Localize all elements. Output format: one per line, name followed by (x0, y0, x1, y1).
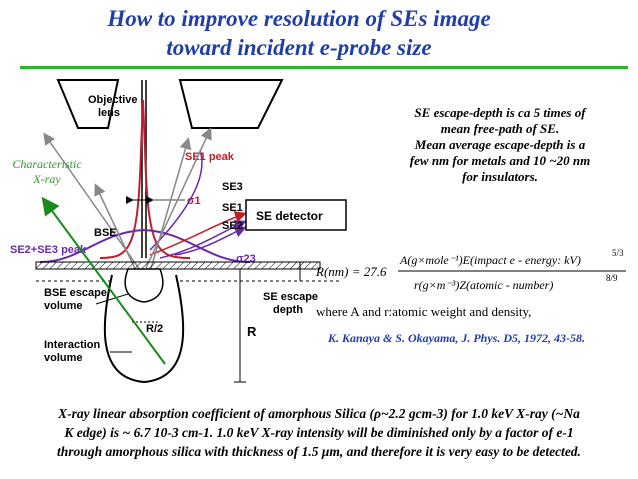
r-half-label: R/2 (146, 323, 163, 335)
formula-denominator: r(g×m⁻³)Z(atomic - number) (414, 278, 553, 292)
note-line: Mean average escape-depth is a (414, 137, 586, 152)
specimen-surface (35, 261, 321, 270)
characteristic-xray-label: Characteristic X-ray (4, 157, 90, 187)
se-diagram: Objective lens σ1 SE1 peak SE2+SE3 peak … (10, 79, 347, 384)
se-escape-depth-label: SE escape (263, 291, 318, 303)
note-line: for insulators. (462, 169, 538, 184)
formula-numerator: A(g×mole⁻¹)E(impact e - energy: kV) (399, 253, 581, 267)
kanaya-formula: R(nm) = 27.6 A(g×mole⁻¹)E(impact e - ene… (315, 248, 626, 292)
xray-absorption-text: X-ray linear absorption coefficient of a… (4, 404, 634, 461)
slide-title-line1: How to improve resolution of SEs image (107, 6, 491, 31)
note-line: SE escape-depth is ca 5 times of (414, 105, 586, 120)
bottom-line: X-ray linear absorption coefficient of a… (58, 406, 580, 421)
se1-peak-label: SE1 peak (185, 151, 235, 163)
bse-label: BSE (94, 227, 117, 239)
title-underline (20, 66, 628, 69)
note-line: few nm for metals and 10 ~20 nm (409, 153, 591, 168)
se2-se3-peak-label: SE2+SE3 peak (10, 244, 87, 256)
se3-label: SE3 (222, 181, 243, 193)
note-line: mean free-path of SE. (440, 121, 560, 136)
formula-den-exp: 8/9 (606, 273, 618, 283)
bottom-line: K edge) is ~ 6.7 10-3 cm-1. 1.0 keV X-ra… (64, 425, 574, 440)
objective-lens-left (56, 79, 120, 129)
objective-lens-right (178, 79, 284, 129)
char-xray-line2: X-ray (33, 172, 61, 186)
objective-lens-label: Objective (88, 94, 138, 106)
slide-title-line2: toward incident e-probe size (166, 35, 432, 60)
formula-where: where A and r:atomic weight and density, (316, 304, 532, 319)
se23-peak-curve (39, 228, 251, 263)
se2-label: SE2 (222, 220, 243, 232)
formula-lhs: R(nm) = 27.6 (315, 264, 387, 279)
svg-text:volume: volume (44, 300, 83, 312)
interaction-volume-label: Interaction (44, 339, 101, 351)
char-xray-line1: Characteristic (12, 157, 82, 171)
se-detector-label: SE detector (256, 209, 323, 223)
reference-citation: K. Kanaya & S. Okayama, J. Phys. D5, 197… (328, 331, 586, 345)
bse-escape-volume (124, 268, 164, 303)
r-label: R (247, 324, 257, 339)
bse-escape-volume-label: BSE escape (44, 287, 107, 299)
characteristic-xray-arrow (41, 196, 166, 365)
se-detector (245, 199, 347, 231)
interaction-volume (103, 274, 185, 384)
se1-label: SE1 (222, 202, 243, 214)
bottom-line: through amorphous silica with thickness … (57, 444, 581, 459)
svg-text:volume: volume (44, 352, 83, 364)
svg-text:lens: lens (98, 107, 120, 119)
se-escape-note: SE escape-depth is ca 5 times of mean fr… (370, 105, 630, 185)
se1-peak-curve (99, 99, 191, 259)
formula-num-exp: 5/3 (612, 248, 624, 258)
svg-text:depth: depth (273, 304, 303, 316)
